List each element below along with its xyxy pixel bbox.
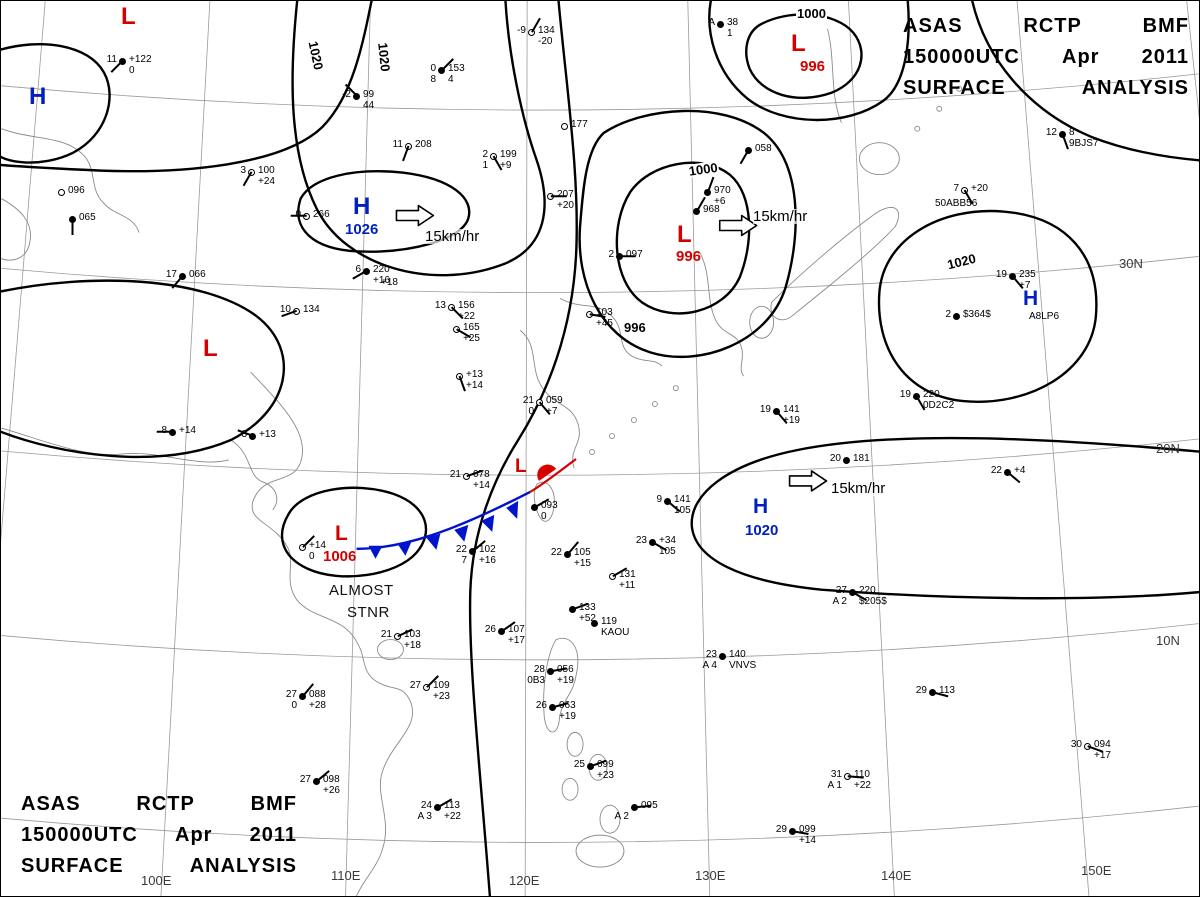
title-word: 150000UTC bbox=[21, 824, 138, 846]
title-word: ANALYSIS bbox=[189, 855, 297, 877]
motion-arrows bbox=[395, 204, 828, 492]
title-line: 150000UTC Apr 2011 bbox=[21, 824, 297, 847]
title-block-bottom-left: ASAS RCTP BMF 150000UTC Apr 2011 SURFACE ANALYS… bbox=[21, 793, 297, 878]
title-word: 2011 bbox=[249, 824, 297, 846]
title-word: SURFACE bbox=[903, 77, 1006, 99]
title-word: ASAS bbox=[903, 15, 963, 37]
title-word: 2011 bbox=[1141, 46, 1189, 68]
title-word: 150000UTC bbox=[903, 46, 1020, 68]
title-word: SURFACE bbox=[21, 855, 124, 877]
title-word: BMF bbox=[250, 793, 297, 815]
title-word: ASAS bbox=[21, 793, 81, 815]
warm-front-symbol bbox=[529, 458, 577, 493]
title-word: BMF bbox=[1142, 15, 1189, 37]
title-line: ASAS RCTP BMF bbox=[903, 15, 1189, 38]
title-word: ANALYSIS bbox=[1081, 77, 1189, 99]
title-word: RCTP bbox=[136, 793, 195, 815]
coastlines bbox=[1, 28, 963, 896]
title-word: Apr bbox=[175, 824, 213, 846]
title-line: ASAS RCTP BMF bbox=[21, 793, 297, 816]
title-line: SURFACE ANALYSIS bbox=[903, 77, 1189, 100]
title-word: Apr bbox=[1062, 46, 1100, 68]
title-block-top-right: ASAS RCTP BMF 150000UTC Apr 2011 SURFACE ANALYS… bbox=[903, 15, 1189, 100]
title-line: SURFACE ANALYSIS bbox=[21, 855, 297, 878]
title-line: 150000UTC Apr 2011 bbox=[903, 46, 1189, 69]
cold-front bbox=[356, 490, 531, 559]
title-word: RCTP bbox=[1023, 15, 1082, 37]
